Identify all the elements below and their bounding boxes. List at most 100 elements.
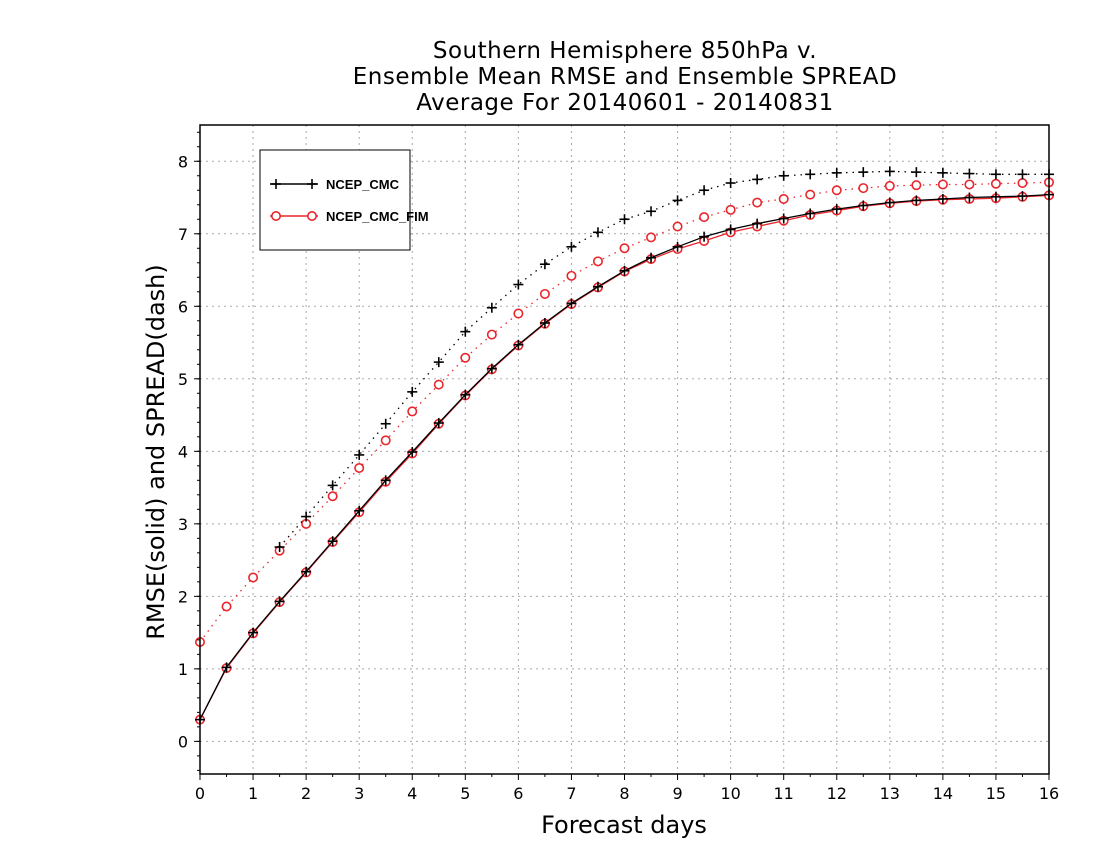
data-point	[672, 195, 683, 206]
legend-label: NCEP_CMC_FIM	[326, 209, 429, 224]
data-point	[274, 542, 285, 553]
data-point	[990, 178, 1001, 189]
y-tick-label: 7	[178, 225, 188, 244]
x-tick-label: 16	[1039, 784, 1059, 803]
data-point	[937, 179, 948, 190]
data-point	[433, 357, 444, 368]
chart-title-line-2: Ensemble Mean RMSE and Ensemble SPREAD	[352, 64, 898, 90]
data-point	[778, 213, 789, 224]
data-point	[964, 179, 975, 190]
data-point	[725, 178, 736, 189]
data-point	[805, 208, 816, 219]
data-point	[619, 243, 630, 254]
data-point	[646, 232, 657, 243]
data-point	[911, 167, 922, 178]
data-point	[486, 363, 497, 374]
data-point	[752, 218, 763, 229]
data-point	[937, 193, 948, 204]
data-point	[831, 167, 842, 178]
data-point	[990, 191, 1001, 202]
data-point	[354, 505, 365, 516]
data-point	[354, 462, 365, 473]
data-point	[858, 167, 869, 178]
data-point	[566, 298, 577, 309]
x-tick-label: 5	[460, 784, 470, 803]
data-point	[911, 195, 922, 206]
data-point	[725, 204, 736, 215]
y-axis-title: RMSE(solid) and SPREAD(dash)	[142, 264, 170, 640]
data-point	[725, 224, 736, 235]
y-tick-label: 6	[178, 297, 188, 316]
series-rmse-NCEP_CMC	[195, 189, 1054, 725]
y-tick-label: 5	[178, 370, 188, 389]
y-tick-label: 4	[178, 442, 188, 461]
chart-title-line-3: Average For 20140601 - 20140831	[416, 90, 834, 116]
series-spread-NCEP_CMC_FIM	[195, 177, 1055, 648]
legend: NCEP_CMC NCEP_CMC_FIM	[259, 149, 429, 251]
data-point	[460, 326, 471, 337]
data-point	[327, 491, 338, 502]
x-tick-label: 6	[513, 784, 523, 803]
x-axis-title: Forecast days	[541, 811, 707, 839]
chart-title-line-1: Southern Hemisphere 850hPa v.	[432, 38, 818, 64]
y-tick-label: 0	[178, 732, 188, 751]
data-point	[805, 189, 816, 200]
x-tick-label: 3	[354, 784, 364, 803]
data-point	[433, 379, 444, 390]
x-tick-label: 9	[672, 784, 682, 803]
data-point	[964, 168, 975, 179]
data-point	[513, 339, 524, 350]
data-point	[646, 206, 657, 217]
data-point	[380, 418, 391, 429]
data-point	[221, 662, 232, 673]
y-tick-label: 1	[178, 660, 188, 679]
data-point	[301, 566, 312, 577]
data-point	[513, 279, 524, 290]
data-point	[805, 169, 816, 180]
data-point	[407, 406, 418, 417]
data-point	[964, 192, 975, 203]
data-point	[433, 418, 444, 429]
data-point	[831, 185, 842, 196]
data-point	[884, 166, 895, 177]
data-point	[990, 169, 1001, 180]
data-point	[460, 389, 471, 400]
data-point	[858, 183, 869, 194]
data-point	[937, 167, 948, 178]
x-tick-label: 2	[301, 784, 311, 803]
data-point	[778, 170, 789, 181]
x-tick-label: 13	[880, 784, 900, 803]
data-point	[619, 214, 630, 225]
data-point	[221, 601, 232, 612]
data-point	[884, 180, 895, 191]
data-point	[884, 197, 895, 208]
legend-marker-end	[306, 211, 317, 222]
data-point	[699, 185, 710, 196]
x-tick-label: 8	[619, 784, 629, 803]
x-tick-label: 14	[933, 784, 953, 803]
data-point	[1017, 178, 1028, 189]
data-point	[513, 308, 524, 319]
x-tick-label: 11	[774, 784, 794, 803]
data-point	[592, 227, 603, 238]
legend-marker-start	[270, 211, 281, 222]
data-point	[248, 572, 259, 583]
data-point	[539, 288, 550, 299]
data-point	[301, 511, 312, 522]
x-tick-label: 7	[566, 784, 576, 803]
series-layer	[195, 166, 1055, 725]
data-point	[327, 536, 338, 547]
data-point	[1017, 169, 1028, 180]
data-point	[672, 241, 683, 252]
x-tick-label: 1	[248, 784, 258, 803]
data-point	[539, 259, 550, 270]
data-point	[752, 197, 763, 208]
data-point	[248, 627, 259, 638]
legend-marker-start	[271, 179, 281, 189]
data-point	[911, 180, 922, 191]
data-point	[592, 281, 603, 292]
data-point	[380, 475, 391, 486]
data-point	[407, 447, 418, 458]
data-point	[380, 435, 391, 446]
